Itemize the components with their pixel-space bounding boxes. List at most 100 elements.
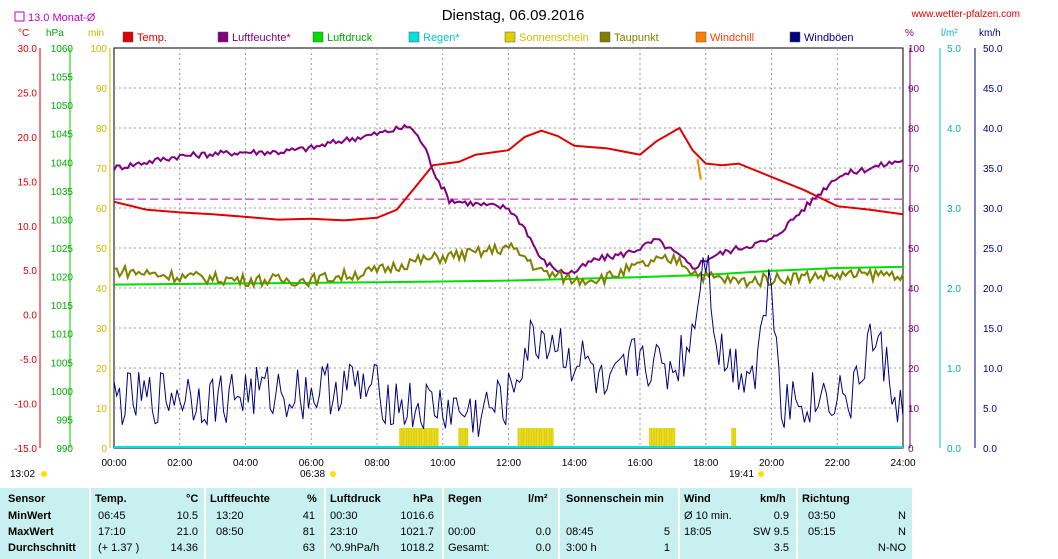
- series-windben: [113, 254, 904, 437]
- stats-wind-value: 0.9: [773, 510, 789, 522]
- time-tick-label: 08:00: [364, 458, 389, 469]
- minutes-tick-label: 40: [96, 284, 108, 295]
- pressure-tick-label: 1045: [51, 130, 74, 141]
- stats-col-rain-bg: [444, 488, 558, 559]
- stats-header-hum-unit: %: [307, 493, 317, 505]
- stats-sun-value: 5: [663, 526, 670, 538]
- wind-tick-label: 50.0: [983, 44, 1003, 55]
- chart-series: [113, 123, 904, 437]
- legend-swatch: [408, 31, 420, 43]
- humidity-tick-label: 80: [908, 124, 920, 135]
- minutes-tick-label: 50: [96, 244, 108, 255]
- stats-hum-value: 63: [302, 542, 315, 554]
- minutes-tick-label: 90: [96, 84, 108, 95]
- legend-label: Luftdruck: [327, 32, 373, 44]
- stats-wind-value: SW 9.5: [752, 526, 789, 538]
- legend-swatch: [504, 31, 516, 43]
- wind-tick-label: 0.0: [983, 444, 997, 455]
- minutes-tick-label: 80: [96, 124, 108, 135]
- pressure-tick-label: 1010: [51, 330, 74, 341]
- wind-tick-label: 45.0: [983, 84, 1003, 95]
- sunshine-bars: [114, 428, 903, 448]
- legend-label: Temp.: [137, 32, 167, 44]
- pressure-tick-label: 1040: [51, 158, 74, 169]
- wind-tick-label: 30.0: [983, 204, 1003, 215]
- day-length: 13:02: [10, 469, 35, 480]
- legend-swatch: [789, 31, 801, 43]
- stats-dir-time: 05:15: [808, 526, 836, 538]
- stats-hum-value: 81: [302, 526, 315, 538]
- stats-temp-time: (+ 1.37 ): [98, 542, 140, 554]
- stats-rain-time: Gesamt:: [448, 542, 490, 554]
- stats-row-label: Durchschnitt: [8, 542, 76, 554]
- humidity-tick-label: 30: [908, 324, 920, 335]
- stats-header-dir: Richtung: [802, 493, 850, 505]
- legend-label: Windchill: [710, 32, 754, 44]
- wind-unit: km/h: [979, 28, 1001, 39]
- stats-col-wind-bg: [680, 488, 796, 559]
- wind-tick-label: 20.0: [983, 284, 1003, 295]
- minutes-tick-label: 30: [96, 324, 108, 335]
- pressure-tick-label: 1005: [51, 358, 74, 369]
- pressure-unit: hPa: [46, 28, 64, 39]
- sunrise-icon: [330, 471, 336, 477]
- time-tick-label: 14:00: [562, 458, 587, 469]
- sunset-time: 19:41: [729, 469, 754, 480]
- pressure-tick-label: 990: [56, 444, 73, 455]
- stats-header-sun: Sonnenschein min: [566, 493, 664, 505]
- stats-wind-time: Ø 10 min.: [684, 510, 732, 522]
- stats-sun-time: 3:00 h: [566, 542, 597, 554]
- stats-header-press-unit: hPa: [413, 493, 434, 505]
- temp-tick-label: 20.0: [18, 133, 38, 144]
- stats-row-label: MaxWert: [8, 526, 54, 538]
- wind-tick-label: 40.0: [983, 124, 1003, 135]
- stats-press-value: 1016.6: [400, 510, 434, 522]
- humidity-tick-label: 100: [908, 44, 925, 55]
- rain-tick-label: 0.0: [947, 444, 961, 455]
- weather-chart: 30.0 25.0 20.0 15.0 10.0 5.0 0.0 -5.0 -10.0 -15.0…: [10, 7, 1020, 480]
- wind-tick-label: 5.0: [983, 404, 997, 415]
- humidity-tick-label: 90: [908, 84, 920, 95]
- sunset-icon: [758, 471, 764, 477]
- stats-col-sensor-bg: [0, 488, 89, 559]
- stats-temp-value: 10.5: [176, 510, 198, 522]
- pressure-tick-label: 1000: [51, 387, 74, 398]
- humidity-tick-label: 70: [908, 164, 920, 175]
- humidity-tick-label: 0: [908, 444, 914, 455]
- stats-press-time: 23:10: [330, 526, 358, 538]
- website-label: www.wetter-pfalzen.com: [911, 9, 1020, 20]
- pressure-tick-label: 1060: [51, 44, 74, 55]
- stats-header-press: Luftdruck: [330, 493, 381, 505]
- chart-legend: Temp. Luftfeuchte* Luftdruck Regen* Sonnensc…: [122, 31, 854, 44]
- temp-tick-label: 10.0: [18, 222, 38, 233]
- temp-tick-label: -5.0: [20, 355, 38, 366]
- stats-sun-value: 1: [663, 542, 670, 554]
- stats-hum-time: 08:50: [216, 526, 244, 538]
- stats-temp-value: 14.36: [170, 542, 198, 554]
- stats-wind-value: 3.5: [773, 542, 789, 554]
- time-tick-label: 20:00: [759, 458, 784, 469]
- rain-tick-label: 2.0: [947, 284, 961, 295]
- legend-label: Sonnenschein: [519, 32, 589, 44]
- rain-tick-label: 1.0: [947, 364, 961, 375]
- time-tick-label: 10:00: [430, 458, 455, 469]
- stats-col-dir-bg: [798, 488, 912, 559]
- sunrise-time: 06:38: [300, 469, 325, 480]
- rain-unit: l/m²: [941, 28, 958, 39]
- stats-dir-time: 03:50: [808, 510, 836, 522]
- stats-temp-value: 21.0: [176, 526, 198, 538]
- legend-swatch: [122, 31, 134, 43]
- stats-dir-value: N: [898, 510, 906, 522]
- wind-tick-label: 25.0: [983, 244, 1003, 255]
- legend-label: Regen*: [423, 32, 460, 44]
- humidity-tick-label: 40: [908, 284, 920, 295]
- stats-col-hum-bg: [206, 488, 324, 559]
- legend-swatch: [599, 31, 611, 43]
- legend-swatch: [217, 31, 229, 43]
- stats-dir-value: N-NO: [877, 542, 906, 554]
- stats-temp-time: 06:45: [98, 510, 126, 522]
- pressure-tick-label: 1015: [51, 301, 74, 312]
- chart-title: Dienstag, 06.09.2016: [442, 7, 585, 24]
- temp-tick-label: 15.0: [18, 177, 38, 188]
- stats-rain-value: 0.0: [535, 542, 551, 554]
